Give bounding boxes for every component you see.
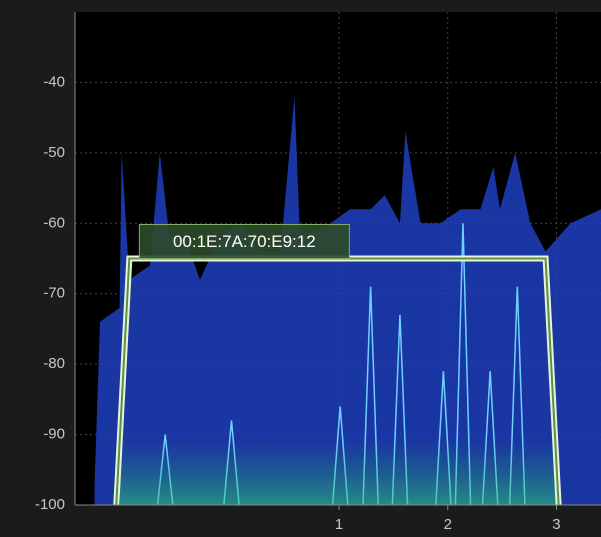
spectrum-area [94, 96, 601, 505]
y-tick-label: -80 [43, 355, 65, 372]
signal-peak [508, 286, 526, 506]
x-tick-label: 3 [552, 516, 560, 533]
x-tick-label: 1 [335, 516, 343, 533]
network-label: 00:1E:7A:70:E9:12 [173, 232, 316, 251]
signal-peak [362, 286, 379, 506]
x-tick-label: 2 [444, 516, 452, 533]
y-tick-label: -50 [43, 144, 65, 161]
y-tick-label: -100 [35, 496, 65, 513]
y-tick-label: -90 [43, 426, 65, 443]
y-tick-label: -60 [43, 214, 65, 231]
signal-peak [454, 223, 472, 506]
y-tick-label: -40 [43, 73, 65, 90]
y-tick-label: -70 [43, 285, 65, 302]
network-label-box [138, 224, 350, 259]
noise-floor [120, 440, 560, 505]
